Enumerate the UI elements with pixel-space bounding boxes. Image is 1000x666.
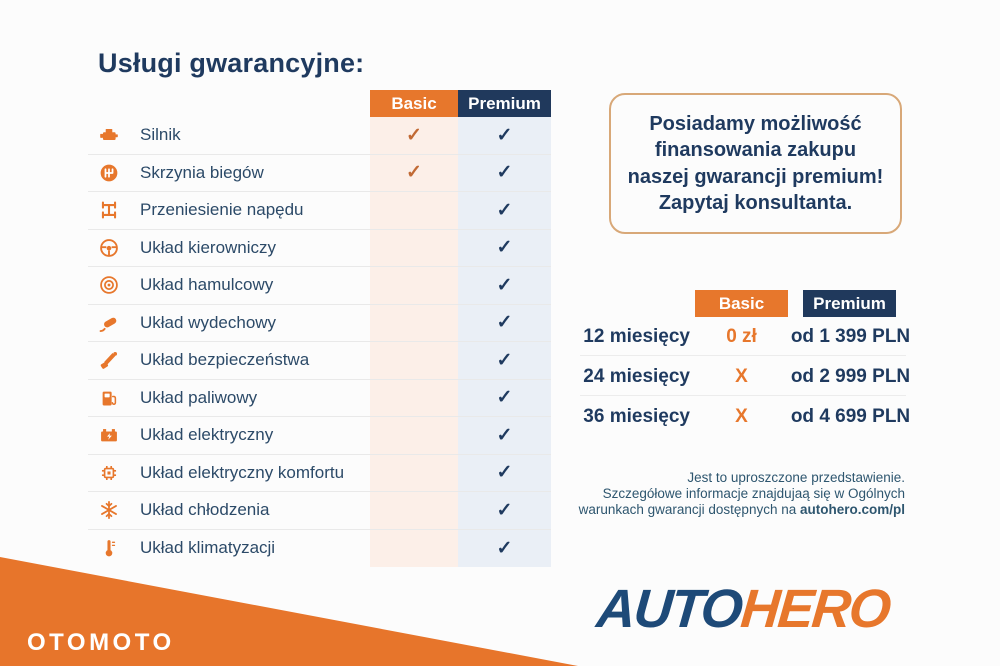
warranty-header-premium: Premium <box>458 90 551 117</box>
premium-check: ✓ <box>496 274 513 296</box>
pricing-premium-value: od 2 999 PLN <box>790 366 911 387</box>
table-row: Układ kierowniczy ✓ <box>88 230 551 267</box>
pricing-period: 36 miesięcy <box>583 406 690 427</box>
steering-wheel-icon <box>96 235 122 261</box>
table-row: Przeniesienie napędu ✓ <box>88 192 551 230</box>
disclaimer-line: Jest to uproszczone przedstawienie. <box>687 470 905 485</box>
table-row: Układ wydechowy ✓ <box>88 305 551 342</box>
table-row: Skrzynia biegów ✓ ✓ <box>88 155 551 192</box>
basic-check: ✓ <box>406 162 422 184</box>
pricing-basic-value: X <box>735 406 748 427</box>
thermometer-icon <box>96 535 122 561</box>
promo-line: naszej gwarancji premium! <box>627 165 884 188</box>
row-label: Układ hamulcowy <box>140 275 274 295</box>
premium-check: ✓ <box>496 537 513 559</box>
promo-line: finansowania zakupu <box>654 139 857 161</box>
exhaust-icon <box>96 310 122 336</box>
premium-check: ✓ <box>496 237 513 259</box>
otomoto-watermark-wedge: OTOMOTO <box>0 557 578 666</box>
basic-column-tint <box>370 117 458 567</box>
page-title: Usługi gwarancyjne: <box>98 48 365 78</box>
premium-check: ✓ <box>496 387 513 409</box>
table-row: Układ hamulcowy ✓ <box>88 267 551 305</box>
premium-check: ✓ <box>496 312 513 334</box>
divider <box>580 395 906 396</box>
table-row: Silnik ✓ ✓ <box>88 117 551 155</box>
promo-line: Posiadamy możliwość <box>649 112 862 135</box>
row-label: Układ chłodzenia <box>140 500 270 520</box>
brake-icon <box>96 272 122 298</box>
chip-icon <box>96 460 122 486</box>
row-label: Układ klimatyzacji <box>140 538 276 558</box>
pricing-header-premium: Premium <box>803 290 896 317</box>
row-label: Układ kierowniczy <box>140 237 277 257</box>
table-row: Układ paliwowy ✓ <box>88 380 551 417</box>
row-label: Silnik <box>140 125 181 145</box>
row-label: Przeniesienie napędu <box>140 200 304 220</box>
premium-column-tint <box>458 117 551 567</box>
promo-line: Zapytaj konsultanta. <box>658 192 853 214</box>
premium-check: ✓ <box>496 349 513 371</box>
basic-check: ✓ <box>406 124 422 146</box>
pricing-period: 12 miesięcy <box>583 326 690 347</box>
row-label: Układ elektryczny <box>140 425 274 445</box>
pricing-period: 24 miesięcy <box>583 366 690 387</box>
premium-check: ✓ <box>496 199 513 221</box>
premium-check: ✓ <box>496 162 513 184</box>
row-label: Skrzynia biegów <box>140 162 264 182</box>
row-label: Układ bezpieczeństwa <box>140 350 310 370</box>
warranty-table: Silnik ✓ ✓ Skrzynia biegów ✓ ✓ Przeniesi… <box>88 117 551 567</box>
table-row: Układ klimatyzacji ✓ <box>88 530 551 568</box>
logo-auto: AUTO <box>594 579 744 639</box>
table-row: Układ elektryczny ✓ <box>88 417 551 455</box>
pricing-basic-value: 0 zł <box>726 326 757 347</box>
table-row: Układ chłodzenia ✓ <box>88 492 551 530</box>
autohero-logo: AUTOHERO <box>594 578 891 640</box>
row-label: Układ elektryczny komfortu <box>140 462 345 482</box>
divider <box>580 355 906 356</box>
premium-check: ✓ <box>496 462 513 484</box>
engine-icon <box>96 122 122 148</box>
premium-check: ✓ <box>496 499 513 521</box>
pricing-premium-value: od 4 699 PLN <box>790 406 911 427</box>
pricing-header-basic: Basic <box>695 290 788 317</box>
disclaimer-line: warunkach gwarancji dostępnych na autohe… <box>578 502 905 517</box>
disclaimer-text: Jest to uproszczone przedstawienie. Szcz… <box>579 470 905 518</box>
seatbelt-icon <box>96 347 122 373</box>
financing-promo-box: Posiadamy możliwość finansowania zakupu … <box>609 93 902 234</box>
gearbox-icon <box>96 160 122 186</box>
battery-icon <box>96 422 122 448</box>
otomoto-logo: OTOMOTO <box>27 629 175 656</box>
row-label: Układ paliwowy <box>140 387 258 407</box>
autohero-url: autohero.com/pl <box>799 502 905 517</box>
snowflake-icon <box>96 497 122 523</box>
row-label: Układ wydechowy <box>140 312 277 332</box>
pricing-premium-value: od 1 399 PLN <box>790 326 911 347</box>
warranty-header-basic: Basic <box>370 90 458 117</box>
table-row: Układ elektryczny komfortu ✓ <box>88 455 551 492</box>
logo-hero: HERO <box>738 579 892 639</box>
disclaimer-line: Szczegółowe informacje znajdujaą się w O… <box>602 486 905 501</box>
pricing-basic-value: X <box>735 366 748 387</box>
premium-check: ✓ <box>496 424 513 446</box>
drivetrain-icon <box>96 197 122 223</box>
table-row: Układ bezpieczeństwa ✓ <box>88 342 551 380</box>
premium-check: ✓ <box>496 124 513 146</box>
fuel-pump-icon <box>96 385 122 411</box>
